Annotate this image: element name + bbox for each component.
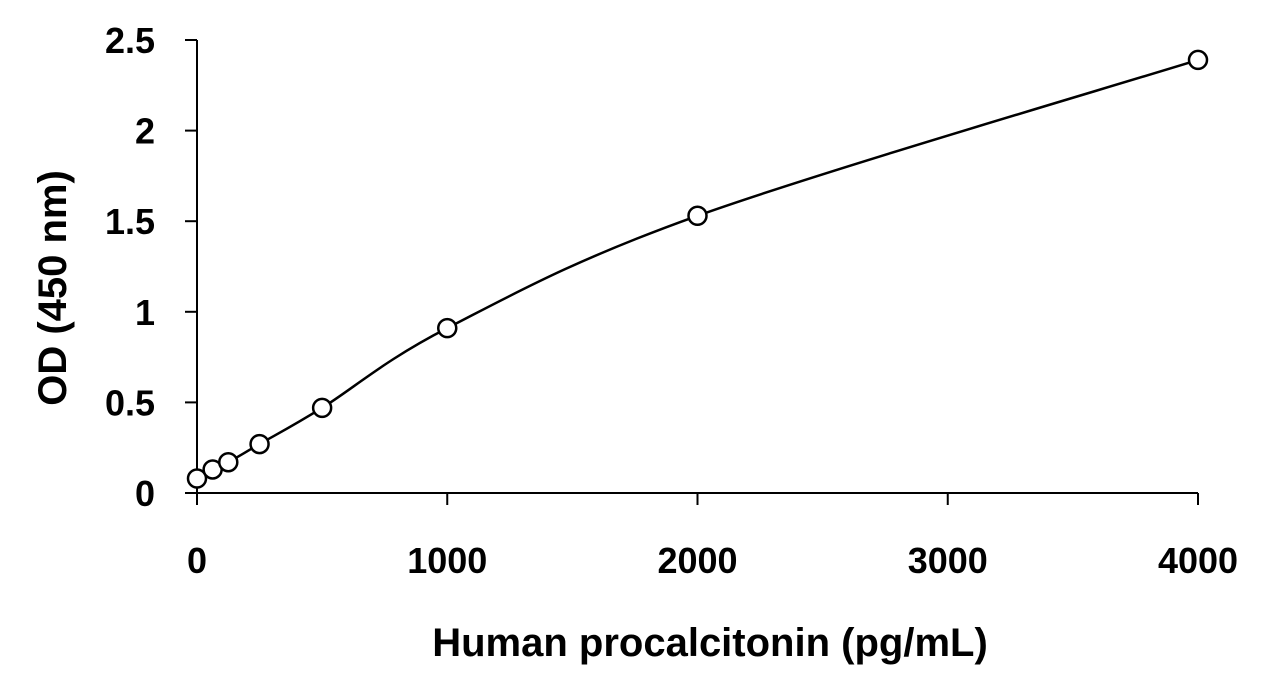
data-point — [687, 205, 708, 227]
data-point — [218, 451, 239, 473]
x-tick-label: 3000 — [908, 540, 988, 581]
ticks — [185, 39, 1199, 505]
y-tick-label: 2 — [135, 111, 155, 152]
x-axis-title: Human procalcitonin (pg/mL) — [432, 621, 988, 665]
y-tick-label: 1 — [135, 292, 155, 333]
axes — [196, 40, 1198, 494]
x-tick-label: 2000 — [657, 540, 737, 581]
y-tick-label: 2.5 — [105, 20, 155, 61]
y-axis-title: OD (450 nm) — [31, 170, 75, 406]
y-tick-label: 0.5 — [105, 382, 155, 423]
data-point — [1187, 49, 1209, 71]
fit-curve — [196, 58, 1199, 480]
tick-labels: 0 0.5 1 1.5 2 2.5 0 1000 2000 3000 4000 — [105, 20, 1238, 581]
x-tick-label: 1000 — [407, 540, 487, 581]
x-tick-label: 4000 — [1158, 540, 1238, 581]
data-point — [437, 317, 458, 339]
y-tick-label: 1.5 — [105, 201, 155, 242]
data-point — [186, 468, 208, 489]
x-tick-label: 0 — [187, 540, 207, 581]
data-point — [311, 397, 333, 419]
y-tick-label: 0 — [135, 473, 155, 514]
data-points — [186, 49, 1209, 489]
data-point — [249, 433, 270, 455]
